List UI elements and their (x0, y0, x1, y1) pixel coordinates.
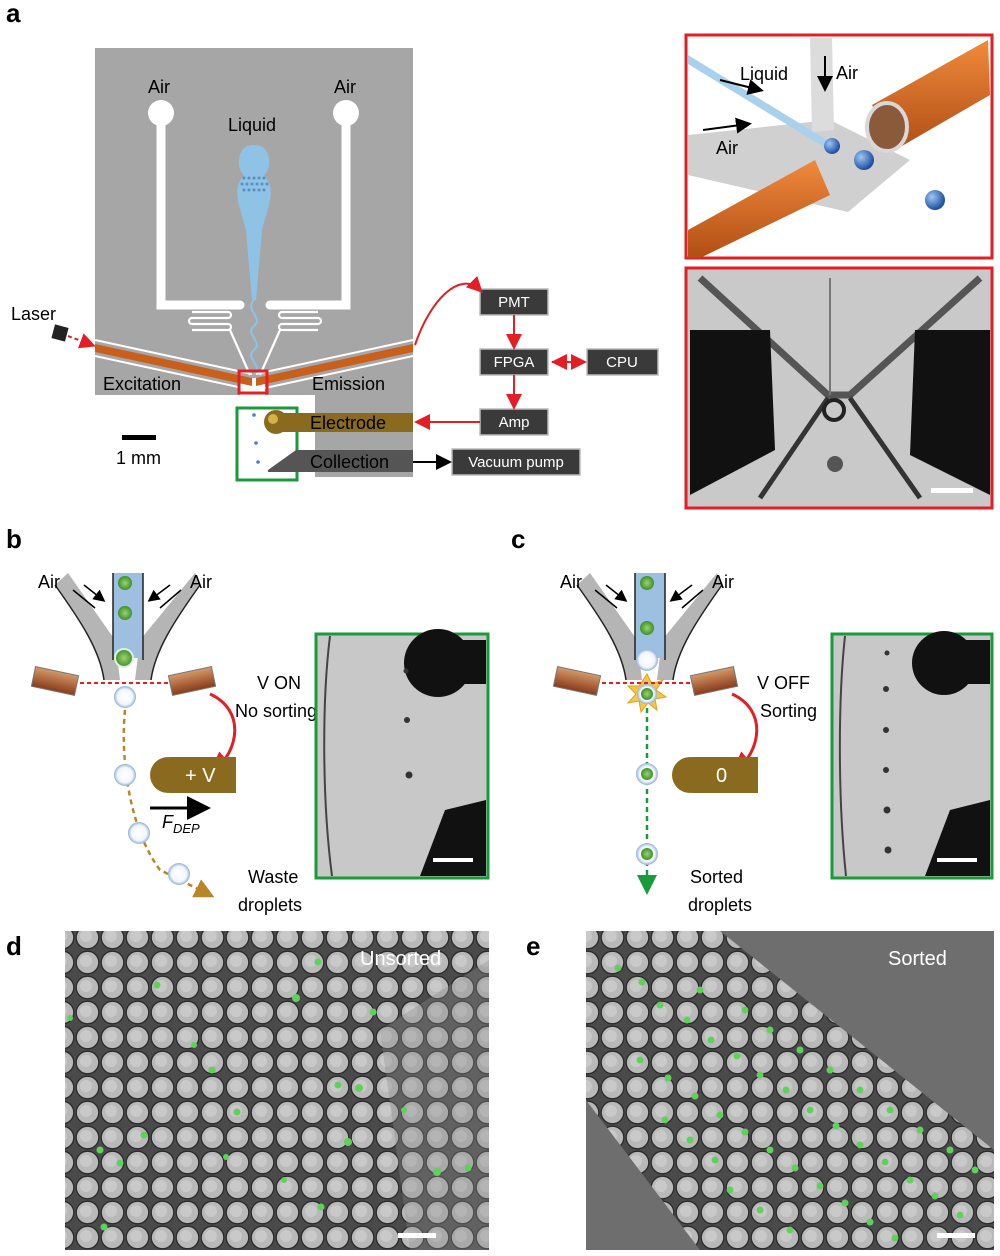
scale-bar: 1 mm (116, 435, 161, 468)
emission-fiber (255, 339, 414, 391)
panel-b-electrode-value: + V (185, 765, 216, 787)
panel-d-scale-bar (398, 1233, 436, 1238)
excitation-fiber (94, 339, 253, 391)
amp-box: Amp (479, 408, 549, 436)
collection-label: Collection (310, 452, 389, 472)
panel-c-air-right: Air (712, 572, 734, 592)
panel-b-state-line1: V ON (257, 673, 301, 693)
svg-text:FPGA: FPGA (494, 354, 535, 371)
panel-b-micrograph (314, 629, 490, 880)
laser-source (51, 324, 96, 349)
scale-bar-label: 1 mm (116, 448, 161, 468)
electrode (264, 410, 413, 434)
panel-label-c: c (511, 524, 525, 554)
fpga-box: FPGA (479, 348, 549, 376)
cpu-box: CPU (586, 348, 659, 376)
pmt-box: PMT (479, 288, 549, 316)
panel-e-micrograph (586, 931, 994, 1250)
laser-label: Laser (11, 304, 56, 324)
inset-liquid-label: Liquid (740, 64, 788, 84)
panel-d-micrograph (65, 931, 489, 1250)
air-left-label: Air (148, 77, 170, 97)
panel-label-a: a (6, 0, 21, 28)
inset-air-left-label: Air (716, 138, 738, 158)
liquid-label: Liquid (228, 115, 276, 135)
svg-text:Vacuum pump: Vacuum pump (468, 454, 564, 471)
svg-text:CPU: CPU (606, 354, 638, 371)
panel-c-electrode-value: 0 (716, 765, 727, 787)
panel-c-air-left: Air (560, 572, 582, 592)
inset-air-top-label: Air (836, 63, 858, 83)
panel-d-label: Unsorted (360, 948, 441, 970)
panel-c-state-line2: Sorting (760, 701, 817, 721)
nozzle-highlight-box (237, 369, 269, 395)
panel-b-schematic (30, 573, 237, 898)
panel-label-d: d (6, 931, 22, 961)
panel-c-micrograph (830, 631, 994, 880)
panel-b-out-line2: droplets (238, 895, 302, 915)
inset-3d-render: Liquid Air Air (684, 33, 994, 260)
panel-b-force-label: FDEP (162, 812, 200, 836)
panel-c-out-line2: droplets (688, 895, 752, 915)
panel-c-out-line1: Sorted (690, 867, 743, 887)
panel-c-state-line1: V OFF (757, 673, 810, 693)
inset-micrograph (684, 266, 994, 510)
panel-e-label: Sorted (888, 948, 947, 970)
air-right-label: Air (334, 77, 356, 97)
panel-c-schematic (552, 573, 759, 895)
panel-e-scale-bar (937, 1233, 975, 1238)
signal-arrows (413, 275, 587, 470)
excitation-label: Excitation (103, 374, 181, 394)
panel-b-air-right: Air (190, 572, 212, 592)
panel-b-air-left: Air (38, 572, 60, 592)
panel-b-out-line1: Waste (248, 867, 298, 887)
collection-tube (268, 450, 413, 472)
panel-b-state-line2: No sorting (235, 701, 317, 721)
panel-label-b: b (6, 524, 22, 554)
emission-label: Emission (312, 374, 385, 394)
svg-text:PMT: PMT (498, 294, 530, 311)
sorting-zone (235, 406, 299, 482)
vacuum-pump-box: Vacuum pump (451, 448, 581, 476)
panel-label-e: e (526, 931, 540, 961)
electrode-label: Electrode (310, 413, 386, 433)
svg-text:Amp: Amp (499, 414, 530, 431)
